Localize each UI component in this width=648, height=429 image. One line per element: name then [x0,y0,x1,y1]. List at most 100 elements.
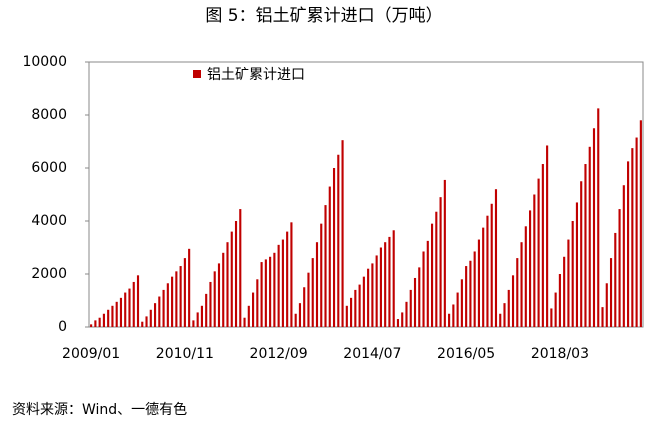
bar [392,230,395,327]
bar [260,262,263,327]
x-tick-label: 2016/05 [437,346,495,362]
bar [418,267,421,327]
x-tick-label: 2018/03 [531,346,589,362]
bar [550,308,553,327]
bar [477,239,480,327]
bar [588,146,591,327]
bar [558,274,561,327]
bar [460,279,463,327]
bar [247,305,250,327]
y-tick-label: 0 [58,319,67,335]
bar [277,244,280,327]
bar [601,307,604,327]
bar [350,297,353,327]
bar [362,276,365,327]
bar [426,240,429,327]
y-tick-label: 2000 [31,266,67,282]
bar [153,303,157,327]
bar [639,120,642,327]
bar [367,268,370,327]
bar [226,242,229,327]
bar [303,287,306,327]
bar [422,251,425,327]
bar [230,231,233,327]
bar [111,305,114,327]
bar [499,313,502,327]
bar [627,161,630,327]
bar [264,259,267,327]
bar [358,284,361,327]
bar [375,255,378,327]
bar [298,303,302,327]
bar [452,304,455,327]
bar [511,275,515,327]
bar [337,154,340,327]
bar [136,275,140,327]
bar [533,194,536,327]
bar [592,128,596,327]
plot-frame [88,61,644,328]
bar [435,211,438,327]
bar [609,258,613,327]
bar [388,236,391,327]
bar [324,205,327,327]
bar [473,251,476,327]
bar [234,221,238,327]
bar [384,242,387,327]
bar [243,317,246,327]
bar [537,178,540,327]
bar [183,258,186,327]
bar [541,164,544,327]
bar [166,283,169,327]
y-tick-label: 10000 [22,54,67,70]
bar [631,148,634,327]
y-tick-label: 8000 [31,107,67,123]
bar [294,313,297,327]
bar [196,312,199,327]
x-tick-label: 2012/09 [250,346,308,362]
bar [482,227,485,327]
bar [486,215,489,327]
chart-title: 图 5：铝土矿累计进口（万吨） [205,6,442,26]
bar [413,277,417,327]
bar [145,316,148,327]
bar [563,256,566,327]
bar [379,247,382,327]
bar [179,266,182,327]
bar [213,271,216,327]
bar [315,242,319,327]
bar [439,197,442,327]
bar [192,320,195,327]
bar [584,164,587,327]
bar [332,168,336,327]
bar [141,321,144,327]
bar [635,137,638,327]
bar [171,276,174,327]
bar [516,258,519,327]
bar [605,283,608,327]
bar [503,303,506,327]
bar [554,292,557,327]
bar [107,309,110,327]
bar [205,293,208,327]
bar [345,305,348,327]
bar [217,263,221,327]
bar [188,248,191,327]
bar [614,232,617,327]
bar [252,292,255,327]
bar [494,189,498,327]
bar [307,272,310,327]
y-tick-label: 4000 [31,213,67,229]
bar [622,185,625,327]
bar [520,242,523,327]
bar [94,320,97,327]
bar [290,222,293,327]
bar [580,181,583,327]
bar [115,301,118,327]
bar [128,288,131,327]
bar [529,210,532,327]
bar [430,223,434,327]
bar [281,239,284,327]
bar [98,317,101,327]
bar [443,179,446,327]
